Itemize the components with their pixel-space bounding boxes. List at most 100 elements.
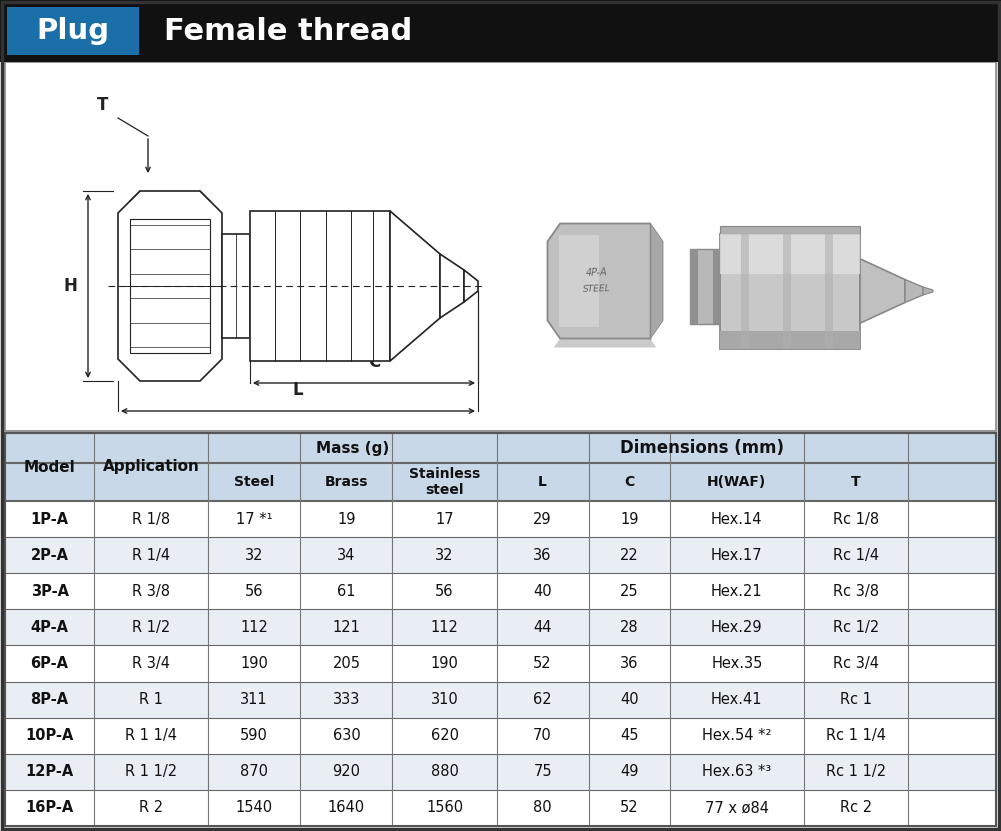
Bar xyxy=(783,234,792,348)
Text: Hex.41: Hex.41 xyxy=(711,692,763,707)
Text: R 1 1/2: R 1 1/2 xyxy=(125,765,177,779)
Text: 10P-A: 10P-A xyxy=(25,728,74,743)
Text: 1640: 1640 xyxy=(328,800,365,815)
Text: Hex.54 *²: Hex.54 *² xyxy=(702,728,772,743)
Text: Mass (g): Mass (g) xyxy=(315,440,389,455)
Text: 3P-A: 3P-A xyxy=(31,584,69,599)
Text: Hex.17: Hex.17 xyxy=(711,548,763,563)
Text: 880: 880 xyxy=(430,765,458,779)
Text: Steel: Steel xyxy=(234,475,274,489)
Text: 32: 32 xyxy=(245,548,263,563)
Text: 61: 61 xyxy=(337,584,355,599)
Text: 1540: 1540 xyxy=(235,800,273,815)
Text: Rc 1/4: Rc 1/4 xyxy=(833,548,879,563)
Text: 75: 75 xyxy=(534,765,552,779)
Text: 6P-A: 6P-A xyxy=(31,656,69,671)
Text: 32: 32 xyxy=(435,548,453,563)
Text: C: C xyxy=(368,353,380,371)
Text: 28: 28 xyxy=(620,620,639,635)
Bar xyxy=(559,235,600,327)
Bar xyxy=(5,463,996,501)
Bar xyxy=(720,234,860,348)
Text: Rc 1: Rc 1 xyxy=(840,692,872,707)
Text: 4P-A: 4P-A xyxy=(31,620,69,635)
Text: 870: 870 xyxy=(240,765,268,779)
Bar xyxy=(825,234,834,348)
Text: Female thread: Female thread xyxy=(164,17,412,46)
Text: T: T xyxy=(97,96,109,114)
Text: Hex.14: Hex.14 xyxy=(711,512,763,527)
Bar xyxy=(250,211,390,361)
Bar xyxy=(690,248,698,323)
Text: 36: 36 xyxy=(621,656,639,671)
Text: 34: 34 xyxy=(337,548,355,563)
Bar xyxy=(713,248,720,323)
Text: 17: 17 xyxy=(435,512,453,527)
Text: 56: 56 xyxy=(245,584,263,599)
Text: 49: 49 xyxy=(620,765,639,779)
Text: R 3/4: R 3/4 xyxy=(132,656,170,671)
Bar xyxy=(5,754,996,790)
Text: 920: 920 xyxy=(332,765,360,779)
Bar xyxy=(5,718,996,754)
Text: 310: 310 xyxy=(430,692,458,707)
Polygon shape xyxy=(860,258,905,323)
Polygon shape xyxy=(905,279,923,302)
Text: R 3/8: R 3/8 xyxy=(132,584,170,599)
Text: R 1/8: R 1/8 xyxy=(132,512,170,527)
Text: L: L xyxy=(292,381,303,399)
Text: Hex.35: Hex.35 xyxy=(711,656,763,671)
Text: Rc 3/4: Rc 3/4 xyxy=(833,656,879,671)
Text: 19: 19 xyxy=(337,512,355,527)
Bar xyxy=(5,433,996,463)
Text: Hex.21: Hex.21 xyxy=(711,584,763,599)
Text: Model: Model xyxy=(24,460,75,475)
Bar xyxy=(5,646,996,681)
Text: 1560: 1560 xyxy=(426,800,463,815)
Text: Rc 1/8: Rc 1/8 xyxy=(833,512,879,527)
Text: 333: 333 xyxy=(332,692,360,707)
Text: STEEL: STEEL xyxy=(583,284,611,294)
Bar xyxy=(5,501,996,537)
Text: 52: 52 xyxy=(534,656,552,671)
Text: Dimensions (mm): Dimensions (mm) xyxy=(621,439,784,457)
Text: 620: 620 xyxy=(430,728,458,743)
Text: 40: 40 xyxy=(534,584,552,599)
Polygon shape xyxy=(650,224,663,338)
Bar xyxy=(690,248,720,323)
Text: R 2: R 2 xyxy=(139,800,163,815)
Text: Brass: Brass xyxy=(324,475,368,489)
Text: Plug: Plug xyxy=(36,17,109,45)
Text: 112: 112 xyxy=(240,620,268,635)
Bar xyxy=(5,537,996,573)
Text: Application: Application xyxy=(103,460,199,475)
Polygon shape xyxy=(720,225,860,234)
Text: H(WAF): H(WAF) xyxy=(708,475,767,489)
Bar xyxy=(720,234,860,273)
Text: 25: 25 xyxy=(620,584,639,599)
Text: R 1/2: R 1/2 xyxy=(132,620,170,635)
Bar xyxy=(5,62,996,431)
Polygon shape xyxy=(554,338,657,347)
Text: R 1 1/4: R 1 1/4 xyxy=(125,728,177,743)
Bar xyxy=(5,681,996,718)
Bar xyxy=(0,0,1001,62)
Text: 77 x ø84: 77 x ø84 xyxy=(705,800,769,815)
Text: 630: 630 xyxy=(332,728,360,743)
Bar xyxy=(222,234,250,338)
Bar xyxy=(7,7,139,55)
Polygon shape xyxy=(548,224,663,338)
Text: T: T xyxy=(851,475,861,489)
Text: Hex.63 *³: Hex.63 *³ xyxy=(703,765,772,779)
Text: 17 *¹: 17 *¹ xyxy=(236,512,272,527)
Text: C: C xyxy=(625,475,635,489)
Bar xyxy=(5,790,996,826)
Text: Rc 1/2: Rc 1/2 xyxy=(833,620,879,635)
Text: 1P-A: 1P-A xyxy=(31,512,69,527)
Text: R 1/4: R 1/4 xyxy=(132,548,170,563)
Bar xyxy=(5,573,996,609)
Text: 190: 190 xyxy=(240,656,268,671)
Text: 36: 36 xyxy=(534,548,552,563)
Bar xyxy=(720,332,860,348)
Text: 4P-A: 4P-A xyxy=(586,268,608,278)
